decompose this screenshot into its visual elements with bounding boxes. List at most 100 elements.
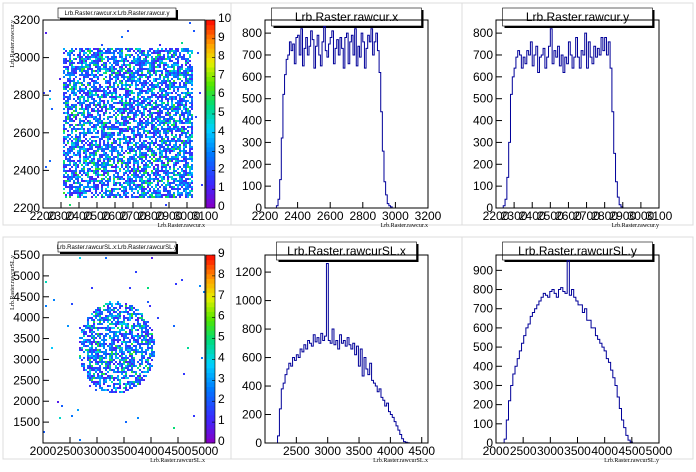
heatmap-cells [43,22,203,206]
y-tick-label: 2400 [13,163,40,177]
y-tick-label: 700 [473,302,493,316]
palette-tick-label: 4 [218,350,225,364]
palette-step [206,184,215,190]
y-axis-title: Lrb.Raster.rawcurSL.y [10,255,16,310]
palette-step [206,302,215,308]
x-tick-label: 4000 [591,444,618,458]
palette-step [206,29,215,35]
x-tick-label: 3000 [628,209,655,223]
x-tick-label: 2500 [537,209,564,223]
x-tick-label: 2500 [510,444,537,458]
palette-step [206,99,215,106]
palette-step [206,52,215,59]
y-tick-label: 600 [473,321,493,335]
palette-step [206,95,215,101]
histogram-line [275,26,393,208]
y-tick-label: 4500 [13,290,40,304]
palette-step [206,400,215,406]
y-tick-label: 2800 [13,88,40,102]
palette-tick-label: 2 [218,161,225,175]
palette-step [206,203,215,209]
palette-step [206,67,215,73]
y-tick-label: 600 [473,70,493,84]
x-tick-label: 2600 [555,209,582,223]
palette-step [206,306,215,312]
palette-step [206,132,215,138]
x-tick-label: 2200 [30,209,57,223]
y-tick-label: 2200 [13,201,40,215]
palette-step [206,118,215,124]
chart-pad-1: Lrb.Raster.rawcur.x:Lrb.Raster.rawcur.y 0… [2,2,232,229]
palette-step [206,339,215,345]
palette-frame [205,254,216,444]
palette-step [206,179,215,185]
y-tick-label: 100 [473,179,493,193]
y-tick-label: 200 [473,398,493,412]
palette-step [206,161,215,167]
palette-step [206,292,215,298]
y-tick-label: 2600 [13,126,40,140]
color-palette: 0 1 2 3 4 5 6 7 8 9 [205,246,225,448]
y-tick-label: 700 [473,48,493,62]
title-box [57,7,177,19]
palette-step [206,278,215,284]
y-tick-label: 500 [473,92,493,106]
palette-step [206,170,215,176]
x-tick-label: 2400 [66,209,93,223]
palette-step [206,259,215,265]
y-tick-label: 2500 [13,373,40,387]
palette-tick-label: 3 [218,371,225,385]
chart-title: Lrb.Raster.rawcurSL.y [518,244,637,258]
palette-tick-label: 7 [218,288,225,302]
x-tick-label: 3000 [382,209,409,223]
title-box [271,7,422,27]
palette-step [206,311,215,317]
y-tick-label: 2000 [13,394,40,408]
pad-frame [461,2,694,226]
y-tick-label: 700 [242,48,262,62]
y-axis-title: Lrb.Raster.rawcur.y [10,20,16,67]
title-box [57,241,177,253]
y-tick-label: 3000 [13,352,40,366]
palette-step [206,396,215,402]
palette-step [206,344,215,350]
x-tick-label: 2500 [84,209,111,223]
y-tick-label: 100 [242,179,262,193]
y-tick-label: 800 [473,283,493,297]
chart-pad-3: Lrb.Raster.rawcur.y220023002400250026002… [461,2,694,229]
palette-step [206,156,215,162]
x-tick-label: 2700 [120,209,147,223]
x-tick-label: 2800 [138,209,165,223]
palette-step [206,62,215,68]
y-tick-label: 5000 [13,269,40,283]
plot-frame [42,19,206,209]
palette-step [206,297,215,303]
palette-step [206,381,215,388]
plot-frame [495,19,660,209]
palette-step [206,142,215,148]
palette-step [206,264,215,270]
y-tick-label: 600 [242,351,262,365]
x-axis-title: Lrb.Raster.rawcurSL.x [373,458,428,464]
x-tick-label: 3000 [314,444,341,458]
palette-step [206,175,215,181]
palette-step [206,76,215,82]
x-tick-label: 2400 [284,209,311,223]
palette-tick-label: 5 [218,330,225,344]
x-tick-label: 2300 [48,209,75,223]
y-tick-label: 200 [242,157,262,171]
y-tick-label: 0 [486,201,493,215]
palette-step [206,198,215,204]
palette-step [206,273,215,279]
x-tick-label: 5000 [646,444,673,458]
palette-step [206,146,215,153]
chart-title: Lrb.Raster.rawcur.y [526,10,629,24]
palette-step [206,316,215,322]
y-tick-label: 300 [473,378,493,392]
palette-step [206,151,215,157]
x-tick-label: 2000 [30,444,57,458]
x-tick-label: 3000 [84,444,111,458]
palette-step [206,34,215,40]
